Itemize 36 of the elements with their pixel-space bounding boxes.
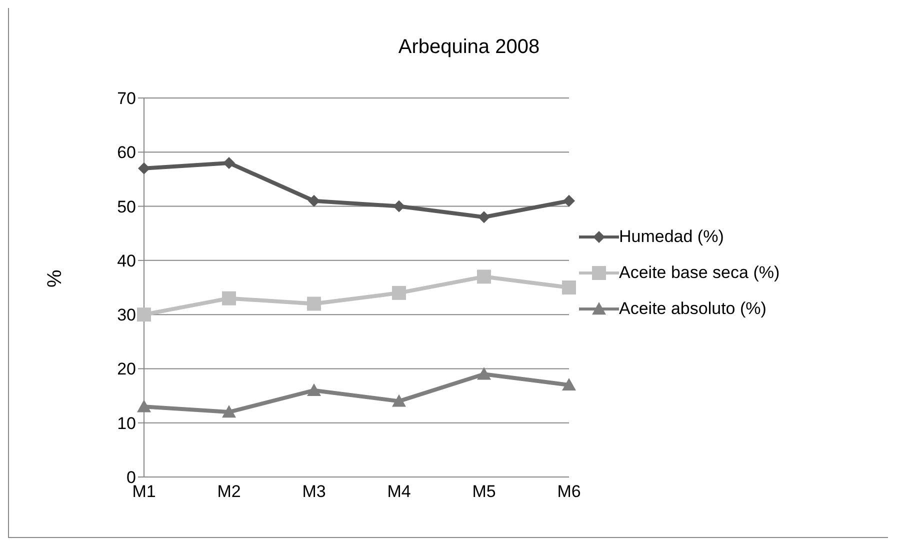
legend-label: Aceite absoluto (%) <box>619 299 766 319</box>
point <box>307 296 321 311</box>
legend-label: Humedad (%) <box>619 227 724 247</box>
x-tick-label: M4 <box>387 482 411 502</box>
y-tick-label: 30 <box>117 306 136 325</box>
y-tick-label: 70 <box>117 89 136 108</box>
x-tick-label: M5 <box>472 482 496 502</box>
point <box>223 156 235 169</box>
chart-title: Arbequina 2008 <box>397 36 541 59</box>
y-tick-label: 50 <box>117 197 136 216</box>
point <box>562 280 576 294</box>
x-tick-label: M1 <box>132 482 156 502</box>
point <box>562 378 576 391</box>
point <box>477 270 491 284</box>
point <box>478 211 490 224</box>
x-tick-label: M6 <box>557 482 581 502</box>
y-tick-label: 40 <box>117 251 136 270</box>
point <box>137 400 151 412</box>
y-tick-label: 20 <box>117 360 136 379</box>
y-tick-label: 60 <box>117 143 136 162</box>
y-tick-label: 10 <box>117 414 136 433</box>
point <box>222 405 236 418</box>
point <box>137 308 151 322</box>
point <box>477 367 491 380</box>
point <box>307 383 321 396</box>
point <box>563 194 575 207</box>
x-tick-label: M3 <box>302 482 326 502</box>
point <box>393 200 405 212</box>
legend-label: Aceite base seca (%) <box>619 263 780 283</box>
point <box>308 194 320 207</box>
x-tick-label: M2 <box>217 482 241 502</box>
point <box>222 291 236 306</box>
y-axis-title: % <box>44 270 66 288</box>
point <box>392 286 406 300</box>
point <box>392 394 406 407</box>
point <box>138 162 150 174</box>
